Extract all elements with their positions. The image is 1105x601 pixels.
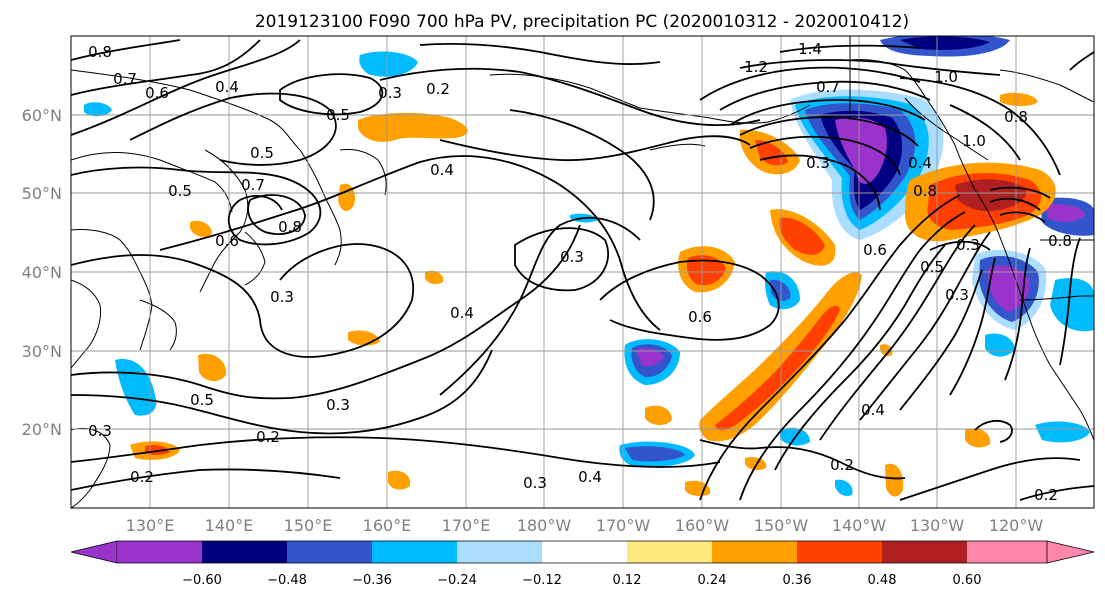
lon-tick-label: 160°W <box>675 516 730 535</box>
colorbar: −0.60 −0.48 −0.36 −0.24 −0.12 0.12 0.24 … <box>70 540 1095 588</box>
lon-tick-label: 140°W <box>832 516 887 535</box>
lat-tick-label: 50°N <box>22 184 62 203</box>
contour-label: 0.4 <box>430 161 454 179</box>
colorbar-max-extension <box>1046 540 1095 564</box>
lon-tick-label: 160°E <box>363 516 412 535</box>
map-panel: 0.8 0.7 0.6 0.4 0.5 0.3 0.2 0.5 0.5 0.7 … <box>71 36 1094 508</box>
lon-tick-label: 120°W <box>989 516 1044 535</box>
contour-label: 0.2 <box>1034 486 1058 504</box>
colorbar-tick-label: −0.24 <box>437 573 477 588</box>
contour-label: 0.3 <box>270 288 294 306</box>
colorbar-tick-label: −0.36 <box>352 573 392 588</box>
lon-tick-label: 180°W <box>517 516 572 535</box>
colorbar-segment <box>627 541 712 563</box>
colorbar-tick-label: 0.36 <box>783 573 812 588</box>
contour-label: 0.4 <box>215 78 239 96</box>
contour-label: 0.8 <box>1048 232 1072 250</box>
contour-label: 0.6 <box>863 241 887 259</box>
contour-label: 0.4 <box>908 154 932 172</box>
contour-label: 1.0 <box>934 68 958 86</box>
contour-label: 0.8 <box>1004 108 1028 126</box>
contour-label: 0.5 <box>168 182 192 200</box>
contour-label: 0.6 <box>688 308 712 326</box>
contour-label: 0.6 <box>215 232 239 250</box>
colorbar-tick-label: 0.48 <box>868 573 897 588</box>
contour-label: 0.4 <box>578 468 602 486</box>
colorbar-segment <box>882 541 967 563</box>
figure-title: 2019123100 F090 700 hPa PV, precipitatio… <box>255 12 909 32</box>
colorbar-tick-label: −0.12 <box>522 573 562 588</box>
contour-label: 0.8 <box>278 218 302 236</box>
colorbar-segment <box>117 541 202 563</box>
contour-label: 0.3 <box>523 474 547 492</box>
contour-label: 0.3 <box>806 154 830 172</box>
map-gridlines <box>71 36 1094 508</box>
latitude-tick-labels: 60°N 50°N 40°N 30°N 20°N <box>22 106 62 439</box>
contour-label: 0.5 <box>920 258 944 276</box>
coastlines <box>71 36 1094 508</box>
colorbar-segment <box>967 541 1047 563</box>
contour-label: 0.2 <box>426 80 450 98</box>
lat-tick-label: 30°N <box>22 342 62 361</box>
contour-label: 0.2 <box>830 456 854 474</box>
contour-labels: 0.8 0.7 0.6 0.4 0.5 0.3 0.2 0.5 0.5 0.7 … <box>88 40 1072 504</box>
contour-label: 0.3 <box>945 286 969 304</box>
colorbar-segment <box>372 541 457 563</box>
map-frame <box>70 35 1095 509</box>
contour-label: 0.3 <box>378 84 402 102</box>
contour-label: 0.6 <box>145 84 169 102</box>
contour-label: 0.8 <box>88 43 112 61</box>
lon-tick-label: 130°W <box>910 516 965 535</box>
colorbar-segment <box>202 541 287 563</box>
colorbar-segment <box>797 541 882 563</box>
contour-label: 1.4 <box>798 40 822 58</box>
colorbar-tick-label: −0.60 <box>182 573 222 588</box>
lat-tick-label: 40°N <box>22 263 62 282</box>
lat-tick-label: 60°N <box>22 106 62 125</box>
lon-tick-label: 130°E <box>126 516 175 535</box>
colorbar-tick-label: 0.60 <box>953 573 982 588</box>
pv-contours <box>71 39 1094 501</box>
contour-label: 1.0 <box>962 132 986 150</box>
lon-tick-label: 140°E <box>205 516 254 535</box>
colorbar-tick-label: 0.24 <box>698 573 727 588</box>
colorbar-tick-label: −0.48 <box>267 573 307 588</box>
contour-label: 0.4 <box>450 304 474 322</box>
contour-label: 0.5 <box>190 391 214 409</box>
contour-label: 0.3 <box>326 396 350 414</box>
contour-label: 1.2 <box>744 58 768 76</box>
contour-label: 0.7 <box>241 176 265 194</box>
contour-label: 0.2 <box>256 428 280 446</box>
colorbar-min-extension <box>70 540 118 564</box>
contour-label: 0.3 <box>956 236 980 254</box>
contour-label: 0.3 <box>88 422 112 440</box>
colorbar-segment <box>457 541 542 563</box>
contour-label: 0.4 <box>861 401 885 419</box>
colorbar-segment <box>542 541 627 563</box>
lon-tick-label: 170°W <box>596 516 651 535</box>
lon-tick-label: 170°E <box>442 516 491 535</box>
contour-label: 0.8 <box>913 182 937 200</box>
lon-tick-label: 150°W <box>754 516 809 535</box>
longitude-tick-labels: 130°E 140°E 150°E 160°E 170°E 180°W 170°… <box>126 516 1044 535</box>
colorbar-segment <box>712 541 797 563</box>
contour-label: 0.7 <box>816 78 840 96</box>
colorbar-tick-label: 0.12 <box>613 573 642 588</box>
contour-label: 0.5 <box>250 144 274 162</box>
contour-label: 0.3 <box>560 248 584 266</box>
contour-label: 0.5 <box>326 106 350 124</box>
lat-tick-label: 20°N <box>22 420 62 439</box>
lon-tick-label: 150°E <box>284 516 333 535</box>
contour-label: 0.7 <box>113 70 137 88</box>
contour-label: 0.2 <box>130 468 154 486</box>
colorbar-segment <box>287 541 372 563</box>
